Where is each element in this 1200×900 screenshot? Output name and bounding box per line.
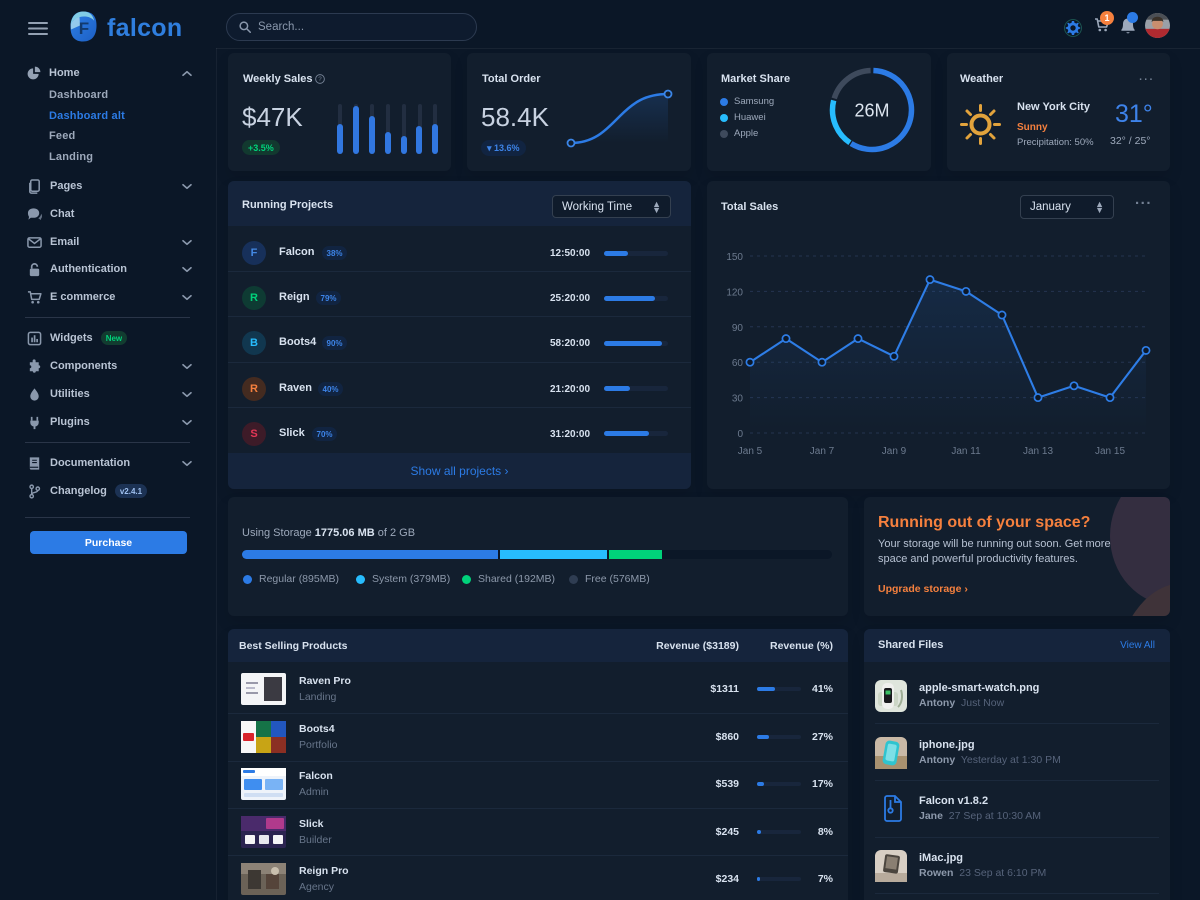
svg-text:Jan 11: Jan 11: [951, 446, 981, 457]
svg-text:Jan 5: Jan 5: [738, 446, 763, 457]
svg-text:0: 0: [737, 429, 743, 440]
svg-text:F: F: [79, 19, 89, 38]
svg-text:26M: 26M: [854, 101, 889, 121]
svg-text:30: 30: [732, 394, 744, 405]
svg-text:120: 120: [726, 287, 743, 298]
svg-text:Jan 15: Jan 15: [1095, 446, 1125, 457]
svg-text:?: ?: [318, 76, 322, 83]
svg-text:Jan 9: Jan 9: [882, 446, 907, 457]
svg-text:90: 90: [732, 323, 744, 334]
svg-text:Jan 7: Jan 7: [810, 446, 835, 457]
svg-text:60: 60: [732, 358, 744, 369]
svg-text:Jan 13: Jan 13: [1023, 446, 1053, 457]
svg-text:150: 150: [726, 252, 743, 263]
